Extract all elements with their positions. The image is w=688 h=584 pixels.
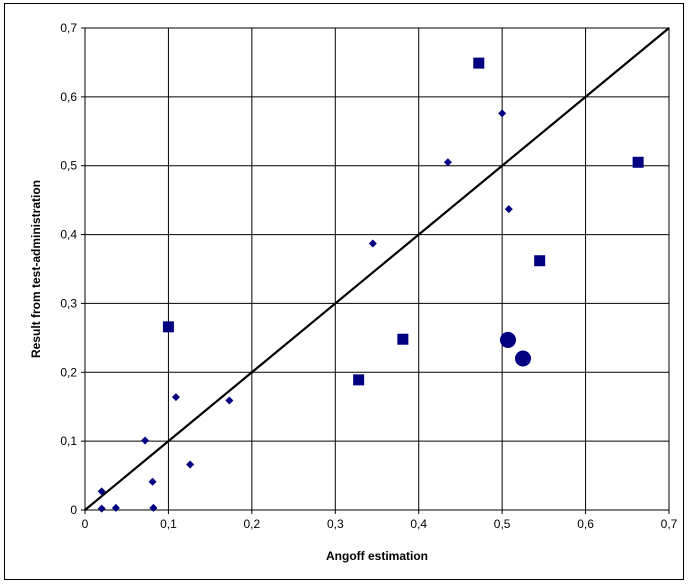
- tick-labels: 0 0,1 0,2 0,3 0,4 0,5 0,6 0,7 0 0,1 0,2 0,3 0,4 0,5 0,…: [60, 21, 677, 531]
- square-point: [632, 156, 644, 168]
- x-tick-label: 0,2: [244, 517, 261, 531]
- x-tick-label: 0,6: [577, 517, 594, 531]
- data-points: [97, 57, 644, 513]
- y-tick-label: 0,1: [60, 434, 77, 448]
- diamond-point: [171, 393, 180, 402]
- y-tick-label: 0,3: [60, 296, 77, 310]
- diamond-point: [111, 503, 120, 512]
- diamond-point: [498, 109, 507, 118]
- x-tick-label: 0,4: [410, 517, 427, 531]
- plot-area: [84, 27, 670, 511]
- square-point: [353, 374, 365, 386]
- diamond-point: [225, 396, 234, 405]
- diamond-point: [141, 436, 150, 445]
- y-axis-title: Result from test-administration: [29, 180, 43, 358]
- y-tick-label: 0: [70, 503, 77, 517]
- square-point: [397, 333, 409, 345]
- diamond-point: [186, 460, 195, 469]
- x-tick-label: 0,1: [160, 517, 177, 531]
- x-tick-label: 0: [82, 517, 89, 531]
- square-point: [534, 255, 546, 267]
- y-tick-label: 0,6: [60, 90, 77, 104]
- circle-point: [515, 350, 531, 367]
- circle-point: [499, 331, 516, 348]
- square-point: [162, 321, 174, 333]
- diamond-point: [504, 205, 513, 214]
- x-tick-label: 0,5: [494, 517, 511, 531]
- y-tick-label: 0,4: [60, 228, 77, 242]
- diamond-point: [368, 239, 377, 248]
- diamond-point: [97, 487, 106, 496]
- diamond-point: [97, 504, 106, 513]
- x-tick-label: 0,7: [661, 517, 678, 531]
- y-tick-label: 0,2: [60, 365, 77, 379]
- x-axis-title: Angoff estimation: [326, 549, 428, 563]
- diamond-point: [148, 477, 157, 486]
- diamond-point: [149, 503, 158, 512]
- y-tick-label: 0,5: [60, 159, 77, 173]
- reference-line: [84, 27, 670, 511]
- square-point: [473, 57, 485, 69]
- x-tick-label: 0,3: [327, 517, 344, 531]
- diamond-point: [443, 158, 452, 167]
- y-tick-label: 0,7: [60, 21, 77, 35]
